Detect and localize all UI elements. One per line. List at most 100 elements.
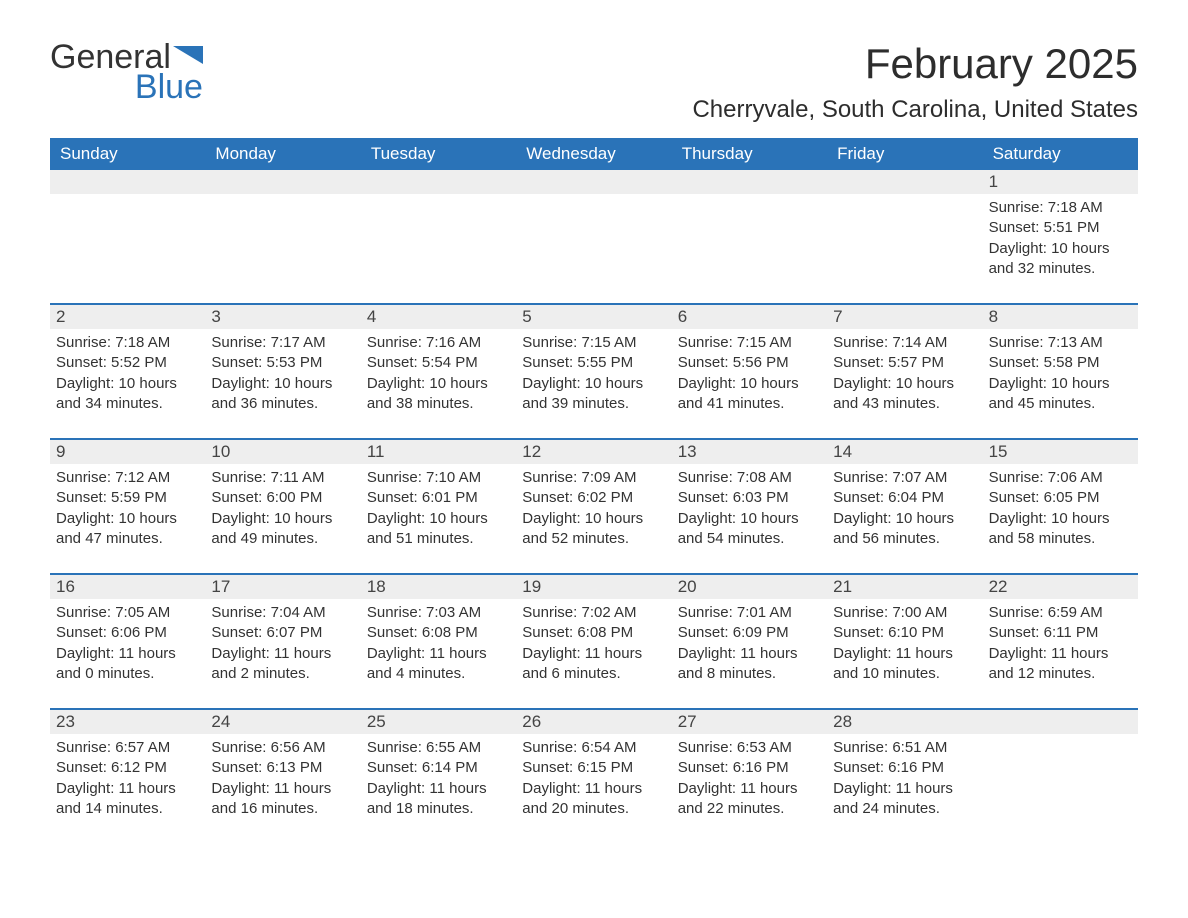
sunset-text: Sunset: 6:10 PM xyxy=(833,623,976,643)
day-number xyxy=(516,170,671,194)
day-details: Sunrise: 7:06 AMSunset: 6:05 PMDaylight:… xyxy=(989,468,1132,549)
daylight-text: Daylight: 11 hours and 24 minutes. xyxy=(833,779,976,820)
daylight-text: Daylight: 11 hours and 8 minutes. xyxy=(678,644,821,685)
day-details: Sunrise: 6:55 AMSunset: 6:14 PMDaylight:… xyxy=(367,738,510,819)
day-header: Saturday xyxy=(983,138,1138,170)
sunrise-text: Sunrise: 7:08 AM xyxy=(678,468,821,488)
calendar-cell xyxy=(516,170,671,285)
sunrise-text: Sunrise: 7:18 AM xyxy=(56,333,199,353)
day-details: Sunrise: 7:00 AMSunset: 6:10 PMDaylight:… xyxy=(833,603,976,684)
day-details: Sunrise: 6:51 AMSunset: 6:16 PMDaylight:… xyxy=(833,738,976,819)
calendar-cell: 4Sunrise: 7:16 AMSunset: 5:54 PMDaylight… xyxy=(361,305,516,420)
calendar-cell: 25Sunrise: 6:55 AMSunset: 6:14 PMDayligh… xyxy=(361,710,516,825)
day-details: Sunrise: 7:15 AMSunset: 5:56 PMDaylight:… xyxy=(678,333,821,414)
calendar-cell xyxy=(672,170,827,285)
page-header: General Blue February 2025 Cherryvale, S… xyxy=(50,40,1138,130)
logo-text: General Blue xyxy=(50,40,203,104)
daylight-text: Daylight: 10 hours and 43 minutes. xyxy=(833,374,976,415)
day-details: Sunrise: 7:13 AMSunset: 5:58 PMDaylight:… xyxy=(989,333,1132,414)
day-details: Sunrise: 7:01 AMSunset: 6:09 PMDaylight:… xyxy=(678,603,821,684)
calendar-cell: 19Sunrise: 7:02 AMSunset: 6:08 PMDayligh… xyxy=(516,575,671,690)
sunset-text: Sunset: 5:52 PM xyxy=(56,353,199,373)
sunset-text: Sunset: 6:05 PM xyxy=(989,488,1132,508)
day-number xyxy=(672,170,827,194)
sunset-text: Sunset: 6:04 PM xyxy=(833,488,976,508)
day-number: 5 xyxy=(516,305,671,329)
sunrise-text: Sunrise: 7:03 AM xyxy=(367,603,510,623)
day-number: 11 xyxy=(361,440,516,464)
calendar-cell: 10Sunrise: 7:11 AMSunset: 6:00 PMDayligh… xyxy=(205,440,360,555)
daylight-text: Daylight: 10 hours and 54 minutes. xyxy=(678,509,821,550)
day-number xyxy=(983,710,1138,734)
daylight-text: Daylight: 10 hours and 49 minutes. xyxy=(211,509,354,550)
week-row: 16Sunrise: 7:05 AMSunset: 6:06 PMDayligh… xyxy=(50,573,1138,690)
sunset-text: Sunset: 5:54 PM xyxy=(367,353,510,373)
calendar-cell: 14 Sunrise: 7:07 AMSunset: 6:04 PMDayligh… xyxy=(827,440,982,555)
month-title: February 2025 xyxy=(692,40,1138,88)
day-details: Sunrise: 7:14 AMSunset: 5:57 PMDaylight:… xyxy=(833,333,976,414)
day-details: Sunrise: 7:18 AMSunset: 5:52 PMDaylight:… xyxy=(56,333,199,414)
day-number: 26 xyxy=(516,710,671,734)
sunrise-text: Sunrise: 6:55 AM xyxy=(367,738,510,758)
calendar-cell: 23Sunrise: 6:57 AMSunset: 6:12 PMDayligh… xyxy=(50,710,205,825)
day-details: Sunrise: 6:53 AMSunset: 6:16 PMDaylight:… xyxy=(678,738,821,819)
sunrise-text: Sunrise: 7:16 AM xyxy=(367,333,510,353)
day-number: 21 xyxy=(827,575,982,599)
daylight-text: Daylight: 11 hours and 20 minutes. xyxy=(522,779,665,820)
daylight-text: Daylight: 11 hours and 12 minutes. xyxy=(989,644,1132,685)
sunrise-text: Sunrise: 6:54 AM xyxy=(522,738,665,758)
calendar-cell xyxy=(205,170,360,285)
sunset-text: Sunset: 6:00 PM xyxy=(211,488,354,508)
calendar-cell: 20Sunrise: 7:01 AMSunset: 6:09 PMDayligh… xyxy=(672,575,827,690)
day-number: 2 xyxy=(50,305,205,329)
sunrise-text: Sunrise: 7:13 AM xyxy=(989,333,1132,353)
calendar-cell: 11Sunrise: 7:10 AMSunset: 6:01 PMDayligh… xyxy=(361,440,516,555)
sunset-text: Sunset: 5:51 PM xyxy=(989,218,1132,238)
sunset-text: Sunset: 6:16 PM xyxy=(678,758,821,778)
sunrise-text: Sunrise: 7:01 AM xyxy=(678,603,821,623)
day-number xyxy=(50,170,205,194)
day-number: 9 xyxy=(50,440,205,464)
daylight-text: Daylight: 10 hours and 45 minutes. xyxy=(989,374,1132,415)
daylight-text: Daylight: 10 hours and 34 minutes. xyxy=(56,374,199,415)
daylight-text: Daylight: 10 hours and 41 minutes. xyxy=(678,374,821,415)
sunrise-text: Sunrise: 7:04 AM xyxy=(211,603,354,623)
sunset-text: Sunset: 6:12 PM xyxy=(56,758,199,778)
day-number: 13 xyxy=(672,440,827,464)
calendar-cell: 17Sunrise: 7:04 AMSunset: 6:07 PMDayligh… xyxy=(205,575,360,690)
calendar-cell: 12Sunrise: 7:09 AMSunset: 6:02 PMDayligh… xyxy=(516,440,671,555)
day-number: 22 xyxy=(983,575,1138,599)
day-number: 28 xyxy=(827,710,982,734)
sunset-text: Sunset: 6:08 PM xyxy=(522,623,665,643)
sunrise-text: Sunrise: 7:10 AM xyxy=(367,468,510,488)
day-details: Sunrise: 7:16 AMSunset: 5:54 PMDaylight:… xyxy=(367,333,510,414)
sunrise-text: Sunrise: 7:17 AM xyxy=(211,333,354,353)
day-number: 10 xyxy=(205,440,360,464)
sunrise-text: Sunrise: 7:09 AM xyxy=(522,468,665,488)
day-number: 12 xyxy=(516,440,671,464)
daylight-text: Daylight: 10 hours and 38 minutes. xyxy=(367,374,510,415)
calendar-cell: 27Sunrise: 6:53 AMSunset: 6:16 PMDayligh… xyxy=(672,710,827,825)
sunset-text: Sunset: 5:53 PM xyxy=(211,353,354,373)
calendar-cell: 2 Sunrise: 7:18 AMSunset: 5:52 PMDaylight… xyxy=(50,305,205,420)
day-header: Sunday xyxy=(50,138,205,170)
day-number: 24 xyxy=(205,710,360,734)
daylight-text: Daylight: 11 hours and 14 minutes. xyxy=(56,779,199,820)
day-details: Sunrise: 7:04 AMSunset: 6:07 PMDaylight:… xyxy=(211,603,354,684)
calendar-cell: 13Sunrise: 7:08 AMSunset: 6:03 PMDayligh… xyxy=(672,440,827,555)
day-number: 14 xyxy=(827,440,982,464)
day-number xyxy=(827,170,982,194)
week-row: 23Sunrise: 6:57 AMSunset: 6:12 PMDayligh… xyxy=(50,708,1138,825)
daylight-text: Daylight: 10 hours and 56 minutes. xyxy=(833,509,976,550)
calendar-cell: 5Sunrise: 7:15 AMSunset: 5:55 PMDaylight… xyxy=(516,305,671,420)
day-details: Sunrise: 7:07 AMSunset: 6:04 PMDaylight:… xyxy=(833,468,976,549)
daylight-text: Daylight: 10 hours and 39 minutes. xyxy=(522,374,665,415)
daylight-text: Daylight: 11 hours and 0 minutes. xyxy=(56,644,199,685)
day-number xyxy=(361,170,516,194)
day-details: Sunrise: 7:05 AMSunset: 6:06 PMDaylight:… xyxy=(56,603,199,684)
sunset-text: Sunset: 5:57 PM xyxy=(833,353,976,373)
daylight-text: Daylight: 11 hours and 18 minutes. xyxy=(367,779,510,820)
calendar-cell xyxy=(50,170,205,285)
day-number: 19 xyxy=(516,575,671,599)
day-number: 18 xyxy=(361,575,516,599)
